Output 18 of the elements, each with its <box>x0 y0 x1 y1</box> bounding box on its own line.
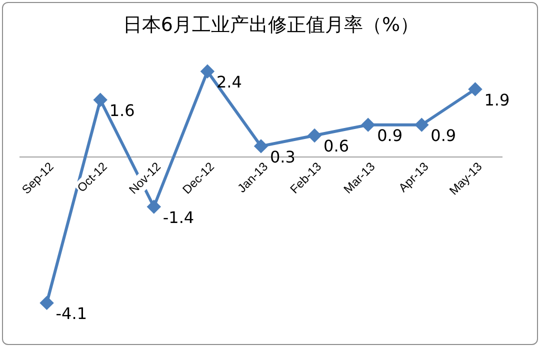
data-label: 0.6 <box>324 136 350 156</box>
point <box>415 118 428 132</box>
point <box>308 129 322 142</box>
data-label: 0.9 <box>430 126 456 145</box>
data-label: 1.6 <box>109 101 135 120</box>
chart-title: 日本6月工业产出修正值月率（%） <box>122 13 420 38</box>
point <box>40 296 54 310</box>
data-label: -1.4 <box>162 208 194 227</box>
point <box>254 140 268 153</box>
data-label: 2.4 <box>216 72 242 92</box>
point <box>147 200 160 214</box>
data-label: -4.1 <box>56 304 87 324</box>
point <box>200 64 214 78</box>
data-label: 0.9 <box>377 126 403 145</box>
data-label: 1.9 <box>484 90 510 110</box>
point <box>468 82 482 96</box>
point <box>362 118 375 132</box>
point <box>94 93 107 106</box>
